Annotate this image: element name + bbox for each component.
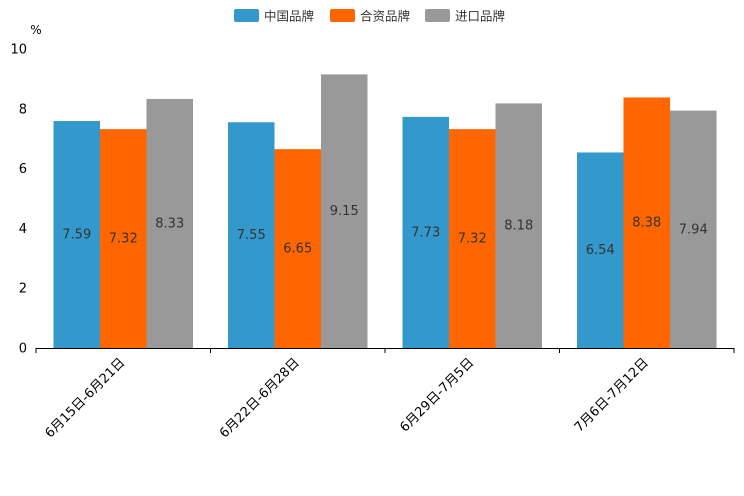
bar-1-1[interactable] — [53, 121, 101, 349]
legend-swatch-3[interactable] — [425, 9, 450, 22]
data-label-1-3: 7.73 — [411, 225, 440, 240]
y-axis-unit-label: % — [30, 23, 41, 37]
data-label-1-2: 7.55 — [237, 228, 266, 243]
legend-label-3[interactable]: 进口品牌 — [455, 9, 505, 24]
data-label-3-3: 8.18 — [504, 219, 533, 234]
x-tick-label: 6月15日-6月21日 — [43, 355, 129, 441]
y-tick-label: 8 — [19, 102, 27, 117]
bar-3-4[interactable] — [670, 110, 717, 349]
legend: 中国品牌 合资品牌 进口品牌 — [234, 9, 505, 24]
y-tick-label: 2 — [19, 282, 27, 297]
bar-3-2[interactable] — [321, 74, 368, 348]
legend-label-2[interactable]: 合资品牌 — [360, 9, 410, 24]
bar-2-1[interactable] — [100, 129, 147, 348]
legend-swatch-1[interactable] — [234, 9, 259, 22]
y-tick-label: 0 — [19, 342, 27, 357]
bar-1-4[interactable] — [577, 152, 624, 348]
x-tick-label: 6月22日-6月28日 — [217, 355, 303, 441]
x-tick-label: 7月6日-7月12日 — [572, 355, 652, 435]
data-label-1-1: 7.59 — [62, 228, 91, 243]
data-label-3-2: 9.15 — [330, 204, 359, 219]
data-label-2-3: 7.32 — [458, 232, 487, 247]
data-label-2-2: 6.65 — [283, 242, 312, 257]
legend-label-1[interactable]: 中国品牌 — [264, 9, 314, 24]
x-tick-label: 6月29日-7月5日 — [397, 355, 477, 435]
data-label-2-1: 7.32 — [109, 232, 138, 247]
bars — [53, 74, 717, 349]
data-label-1-4: 6.54 — [586, 243, 615, 258]
x-axis: 6月15日-6月21日 6月22日-6月28日 6月29日-7月5日 7月6日-7月1… — [35, 348, 735, 441]
y-tick-label: 6 — [19, 162, 27, 177]
bar-2-4[interactable] — [623, 97, 671, 348]
bar-3-1[interactable] — [146, 98, 194, 348]
y-tick-label: 4 — [19, 222, 27, 237]
bar-1-2[interactable] — [228, 122, 275, 348]
legend-swatch-2[interactable] — [330, 9, 355, 22]
data-label-2-4: 8.38 — [632, 216, 661, 231]
bar-2-3[interactable] — [449, 129, 496, 348]
y-tick-label: 10 — [10, 43, 27, 58]
y-axis: 0 2 4 6 8 10 — [10, 43, 27, 357]
bar-3-3[interactable] — [495, 103, 543, 348]
data-label-3-4: 7.94 — [679, 222, 708, 237]
bar-2-2[interactable] — [274, 149, 322, 348]
bar-1-3[interactable] — [402, 116, 450, 348]
data-labels: 7.59 7.32 8.33 7.55 6.65 9.15 7.73 7.32 8.18 6.54… — [62, 204, 707, 258]
data-label-3-1: 8.33 — [155, 216, 184, 231]
